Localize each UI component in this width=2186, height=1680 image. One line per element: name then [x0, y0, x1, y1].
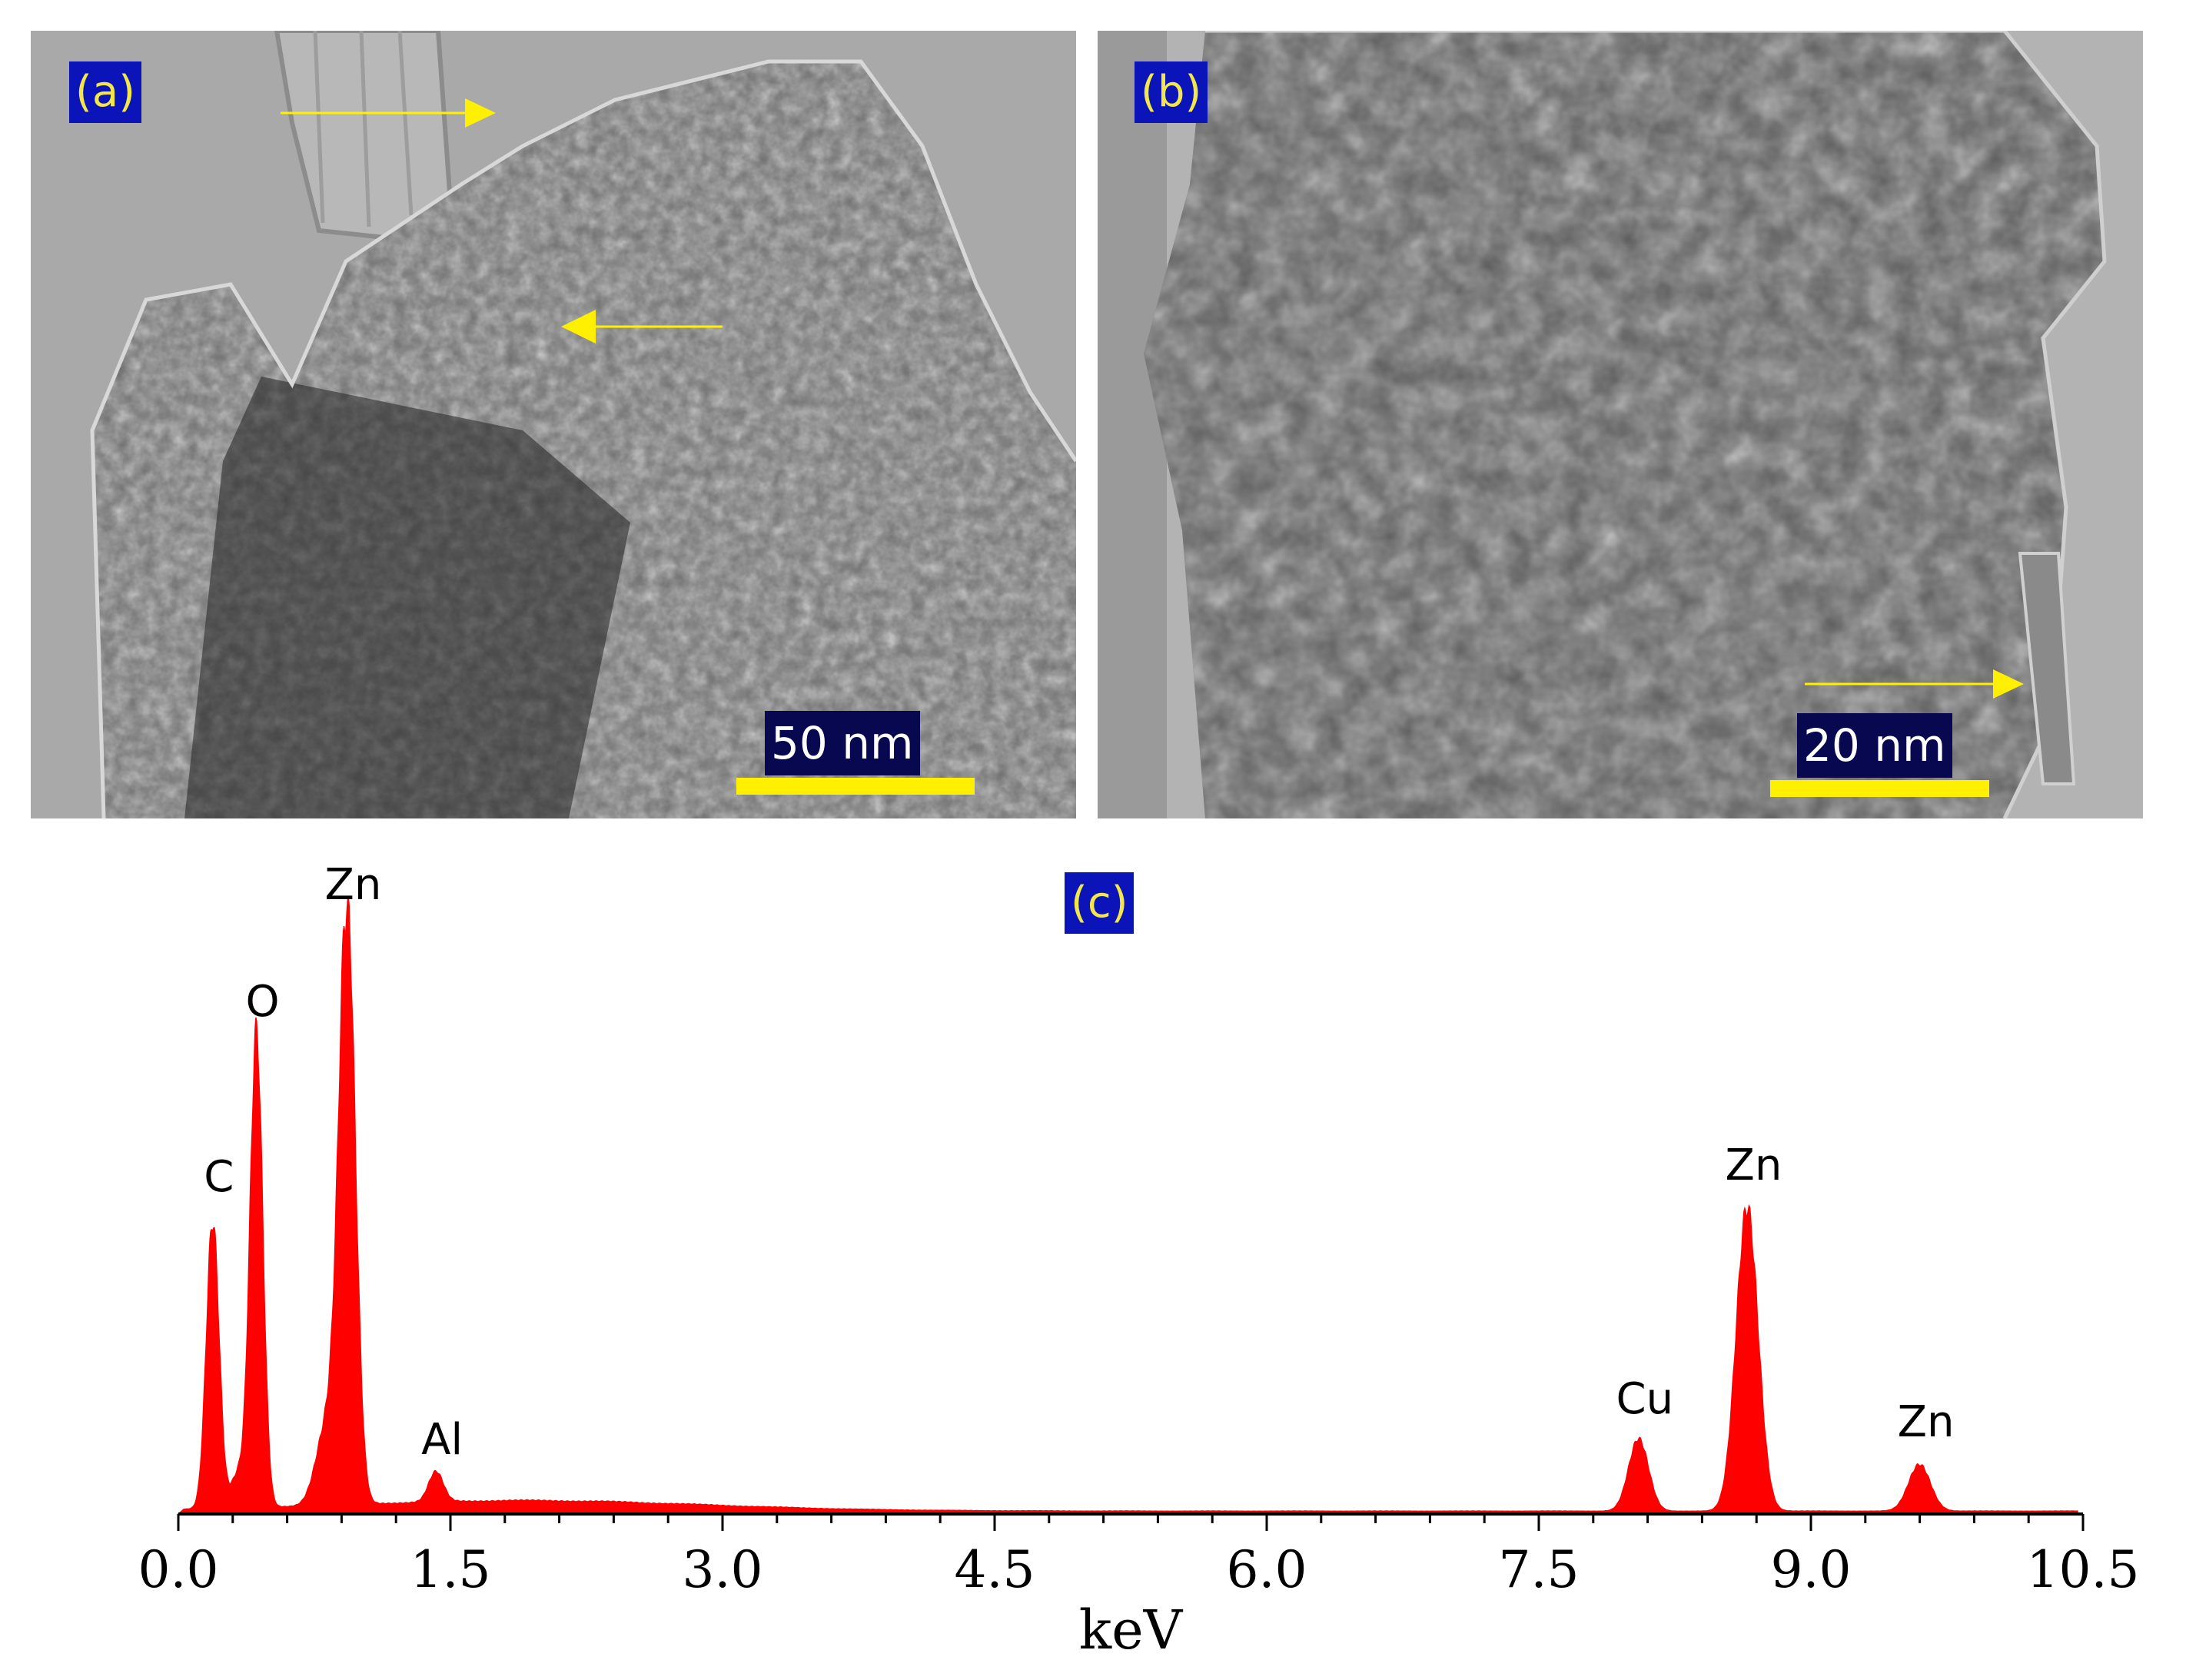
x-tick-label: 1.5 — [410, 1540, 491, 1599]
panel-c-label: (c) — [1065, 872, 1135, 934]
x-tick-label: 0.0 — [138, 1540, 219, 1599]
tem-image-b: (b) 20 nm — [1098, 31, 2143, 818]
x-axis: 0.0 1.5 3.0 4.5 6.0 7.5 9.0 10.5 — [138, 1512, 2140, 1599]
panel-a-label: (a) — [69, 61, 142, 123]
scale-bar-a — [736, 778, 975, 795]
peak-label-c: C — [204, 1152, 234, 1202]
peak-label-al: Al — [421, 1415, 463, 1465]
peak-label-zn: Zn — [1898, 1397, 1955, 1447]
tem-image-a-render — [31, 31, 1076, 818]
peak-labels: C O Zn Al Cu Zn Zn — [204, 860, 1954, 1465]
spectrum-area — [176, 897, 2078, 1515]
tem-image-a: (a) 50 nm — [31, 31, 1076, 818]
spectrum-layer — [176, 897, 2078, 1515]
tem-image-b-render — [1098, 31, 2143, 818]
x-tick-label: 10.5 — [2027, 1540, 2140, 1599]
x-tick-label: 7.5 — [1499, 1540, 1580, 1599]
x-tick-label: 6.0 — [1227, 1540, 1307, 1599]
scale-bar-b — [1770, 780, 1989, 797]
x-tick-label: 9.0 — [1771, 1540, 1852, 1599]
peak-label-zn: Zn — [325, 860, 382, 910]
x-axis-title: keV — [1079, 1599, 1184, 1662]
peak-label-o: O — [245, 977, 279, 1027]
peak-label-zn: Zn — [1725, 1140, 1782, 1190]
x-tick-label: 3.0 — [683, 1540, 763, 1599]
x-tick-label: 4.5 — [955, 1540, 1035, 1599]
panel-b-label: (b) — [1135, 61, 1208, 123]
peak-label-cu: Cu — [1616, 1374, 1674, 1424]
eds-spectrum-chart: 0.0 1.5 3.0 4.5 6.0 7.5 9.0 10.5 C O Zn Al Cu Zn Zn k… — [138, 860, 2140, 1662]
scale-bar-label-b: 20 nm — [1797, 713, 1952, 778]
scale-bar-label-a: 50 nm — [765, 711, 920, 775]
